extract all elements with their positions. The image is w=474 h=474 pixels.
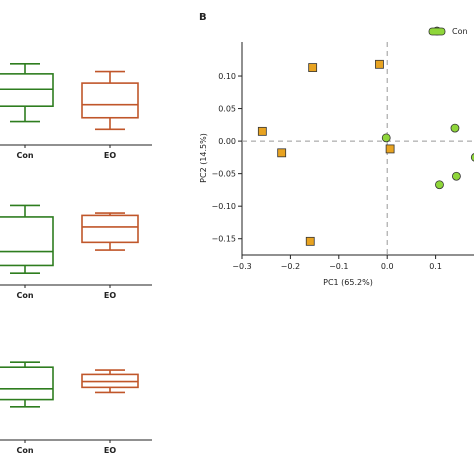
box-panel-2: Con EO [0, 204, 152, 300]
point-con [435, 180, 444, 190]
box-iqr [0, 216, 54, 267]
point-eo [257, 126, 267, 136]
box-iqr [0, 366, 54, 401]
box-iqr [81, 82, 139, 119]
box-con [0, 204, 54, 274]
box-con [0, 63, 54, 123]
y-tick-label: 0.05 [218, 105, 236, 114]
y-tick-label: −0.15 [211, 235, 236, 244]
point-eo [375, 59, 384, 69]
box-category-label: EO [104, 291, 116, 300]
box-eo [81, 70, 139, 131]
pca-axes [241, 42, 474, 256]
box-panel-1: Con EO [0, 63, 152, 160]
box-plot-panels: Con EO Con EO Con EO [0, 63, 152, 455]
point-con [470, 153, 474, 162]
x-tick-label: −0.2 [281, 262, 300, 271]
box-category-label: EO [104, 151, 116, 160]
point-eo [305, 236, 315, 246]
point-con [381, 133, 391, 143]
x-tick-label: −0.3 [232, 262, 251, 271]
x-tick-label: 0.1 [429, 262, 442, 271]
x-tick-label: 0.0 [381, 262, 394, 271]
y-axis-label: PC2 (14.5%) [199, 133, 208, 183]
point-con [452, 171, 461, 181]
box-category-label: Con [16, 291, 33, 300]
pca-ticks: −0.3 −0.2 −0.1 0.0 0.1 0.10 0.05 0.00 −0.05 −0.10… [211, 72, 441, 271]
box-con [0, 361, 54, 408]
box-category-label: Con [16, 446, 33, 455]
box-category-label: EO [104, 446, 116, 455]
legend-swatch [428, 27, 446, 36]
y-tick-label: −0.05 [211, 170, 236, 179]
box-category-label: Con [16, 151, 33, 160]
panel-label-b: B [199, 12, 207, 23]
point-con [450, 123, 460, 133]
box-eo [81, 369, 139, 394]
point-eo [308, 63, 318, 72]
y-tick-label: 0.00 [218, 137, 236, 146]
point-eo [277, 148, 287, 158]
pca-points [257, 59, 474, 246]
box-iqr [81, 214, 139, 244]
box-eo [81, 212, 139, 251]
box-panel-3: Con EO [0, 361, 152, 455]
x-axis-label: PC1 (65.2%) [323, 278, 373, 287]
y-tick-label: −0.10 [211, 202, 236, 211]
y-tick-label: 0.10 [218, 72, 236, 81]
point-eo [385, 144, 395, 154]
legend-label-con: Con [452, 27, 468, 36]
x-tick-label: −0.1 [329, 262, 348, 271]
pca-scatter-panel: B −0.3 −0.2 −0.1 0.0 0.10.100.050.00−0.05−0.… [199, 12, 474, 287]
legend: Con [428, 26, 468, 36]
